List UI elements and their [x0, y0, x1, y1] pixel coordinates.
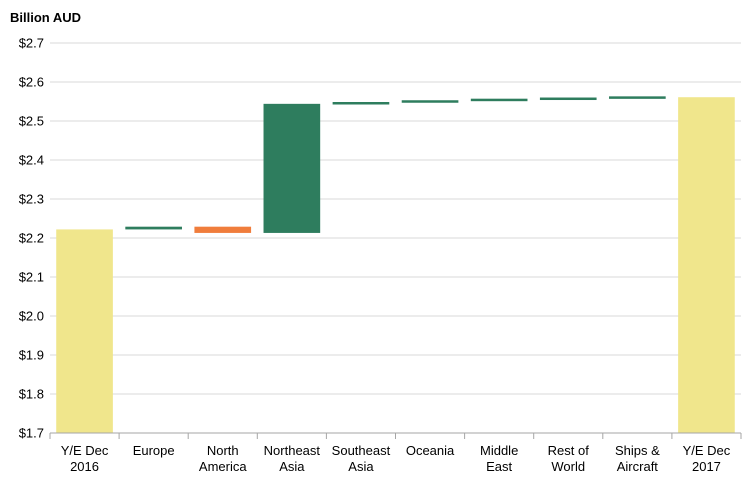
x-category-label: Oceania [406, 443, 455, 458]
axis-layer [49, 432, 742, 439]
bar-increase [609, 96, 666, 99]
x-category-label: Y/E Dec 2017 [683, 443, 731, 474]
x-category-label: Europe [133, 443, 175, 458]
y-tick-label: $2.1 [19, 270, 44, 285]
y-tick-label: $2.5 [19, 114, 44, 129]
bar-increase [263, 103, 321, 233]
x-category-label: Y/E Dec 2016 [61, 443, 109, 474]
y-tick-label: $2.0 [19, 309, 44, 324]
bar-increase [332, 102, 390, 105]
y-tick-label: $2.4 [19, 153, 44, 168]
y-tick-label: $1.7 [19, 426, 44, 441]
y-tick-label: $1.8 [19, 387, 44, 402]
bar-increase [125, 226, 182, 230]
grid-layer [50, 42, 741, 395]
x-category-label: Rest of World [548, 443, 590, 474]
bar-total [56, 229, 113, 433]
bar-increase [539, 97, 597, 101]
label-layer: $1.7 $1.8 $1.9 $2.0 $2.1 $2.2 $2.3 $2.4 $2.5 $2.6… [19, 36, 731, 475]
bar-increase [401, 100, 459, 103]
y-axis-title: Billion AUD [10, 10, 81, 25]
x-category-label: Ships & Aircraft [615, 443, 660, 474]
x-category-label: North America [199, 443, 247, 474]
y-tick-label: $1.9 [19, 348, 44, 363]
bar-increase [470, 98, 528, 102]
y-tick-label: $2.2 [19, 231, 44, 246]
bar-decrease [194, 226, 252, 233]
x-category-label: Northeast Asia [264, 443, 321, 474]
bar-total [678, 97, 735, 434]
x-category-label: Middle East [480, 443, 518, 474]
bar-layer [56, 96, 735, 434]
y-tick-label: $2.6 [19, 75, 44, 90]
x-category-label: Southeast Asia [332, 443, 391, 474]
y-tick-label: $2.3 [19, 192, 44, 207]
y-tick-label: $2.7 [19, 36, 44, 51]
